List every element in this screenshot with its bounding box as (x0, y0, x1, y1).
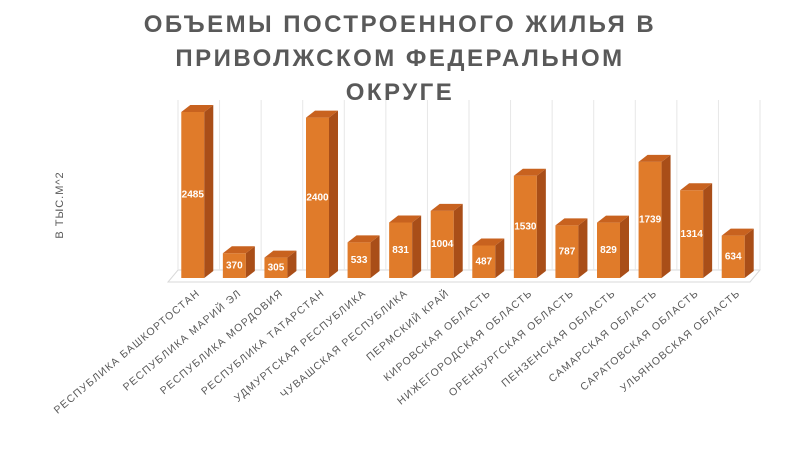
data-label: 370 (226, 260, 243, 271)
data-label: 1739 (639, 215, 662, 226)
bar-side (204, 105, 214, 278)
bar-top (680, 183, 713, 191)
bar (389, 215, 422, 278)
data-label: 305 (268, 262, 285, 273)
data-label: 787 (559, 246, 576, 257)
bar-top (721, 228, 754, 236)
bar-front (222, 253, 246, 278)
bar-top (306, 110, 338, 118)
bar (472, 238, 505, 278)
bar (680, 183, 713, 278)
bar-side (578, 218, 588, 278)
data-label: 487 (475, 256, 492, 267)
data-label: 2485 (182, 190, 205, 201)
bar (181, 105, 214, 278)
bar-top (597, 215, 629, 223)
bar-side (453, 203, 463, 278)
bar-top (222, 246, 255, 254)
bar (430, 203, 463, 278)
bar-side (370, 235, 380, 278)
chart-title: ОБЪЕМЫ ПОСТРОЕННОГО ЖИЛЬЯ В ПРИВОЛЖСКОМ … (143, 11, 657, 106)
data-label: 634 (725, 251, 742, 262)
bar-top (181, 105, 214, 112)
data-label: 1314 (681, 229, 704, 240)
x-tick-label: РЕСПУБЛИКА БАШКОРТОСТАН (52, 287, 203, 416)
bar-top (638, 154, 671, 162)
bar (721, 228, 754, 278)
bar (306, 110, 338, 278)
data-label: 1004 (431, 239, 454, 250)
bar (222, 246, 255, 278)
bar-side (495, 238, 505, 278)
floor (166, 269, 762, 283)
bar-front (555, 225, 579, 278)
bar-front (472, 245, 496, 278)
bar-front (181, 112, 205, 278)
bar-side (703, 183, 713, 278)
bar-front (306, 117, 329, 278)
data-label: 1530 (514, 222, 537, 233)
y-axis-label: В ТЫС.М^2 (54, 171, 66, 238)
bar-side (245, 246, 255, 278)
bar-front (264, 257, 288, 278)
bar (597, 215, 629, 278)
bar-top (264, 250, 297, 258)
bar (513, 168, 546, 278)
bar (347, 235, 380, 278)
bar-front (680, 190, 704, 278)
bar-side (661, 154, 671, 278)
bar-front (721, 235, 745, 278)
bar-top (513, 168, 546, 176)
bar-side (329, 110, 338, 278)
bar-front (430, 210, 454, 278)
data-label: 2400 (306, 192, 329, 203)
bar-front (347, 242, 371, 278)
bar (555, 218, 588, 278)
bar-side (536, 168, 546, 278)
bar (264, 250, 297, 278)
bar (638, 154, 671, 278)
data-label: 533 (351, 255, 368, 266)
bar-side (287, 250, 297, 278)
bar-front (597, 222, 620, 278)
bar-top (389, 215, 422, 223)
bar-side (412, 215, 422, 278)
bar-front (389, 222, 413, 278)
bar-front (513, 175, 537, 278)
data-label: 831 (392, 245, 409, 256)
data-label: 829 (600, 245, 617, 256)
bar-top (347, 235, 380, 243)
bar-side (620, 215, 629, 278)
bar-top (555, 218, 588, 226)
bar-top (430, 203, 463, 211)
bar-top (472, 238, 505, 246)
bar-front (638, 161, 662, 278)
bar-side (744, 228, 754, 278)
